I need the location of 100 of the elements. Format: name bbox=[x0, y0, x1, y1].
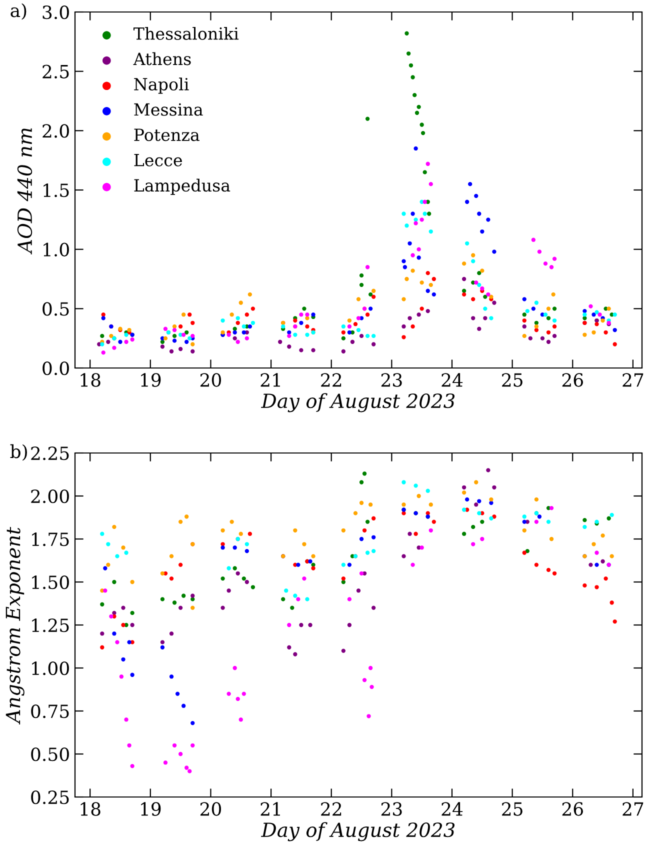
point bbox=[474, 280, 478, 285]
point bbox=[250, 320, 256, 325]
point bbox=[365, 265, 370, 270]
point bbox=[365, 116, 370, 121]
point bbox=[100, 334, 104, 338]
chart-title: a) bbox=[10, 3, 26, 20]
point bbox=[483, 294, 488, 299]
point bbox=[371, 294, 376, 299]
point bbox=[420, 306, 424, 311]
point bbox=[522, 550, 526, 555]
point bbox=[121, 622, 126, 628]
point bbox=[238, 300, 243, 305]
point bbox=[290, 606, 294, 610]
y-tick-label: 1.50 bbox=[32, 575, 69, 590]
y-tick-label: 0.5 bbox=[42, 302, 69, 316]
point bbox=[600, 533, 605, 538]
point bbox=[347, 622, 352, 628]
point bbox=[402, 265, 408, 270]
point bbox=[190, 720, 195, 726]
point bbox=[121, 657, 126, 662]
point bbox=[534, 562, 539, 567]
point bbox=[462, 261, 466, 266]
point bbox=[236, 316, 240, 320]
x-tick-label: 23 bbox=[381, 802, 402, 816]
point bbox=[287, 334, 292, 338]
point bbox=[220, 606, 225, 610]
point bbox=[244, 542, 249, 546]
point bbox=[220, 528, 225, 532]
point bbox=[428, 229, 433, 234]
point bbox=[121, 546, 126, 550]
point bbox=[172, 600, 177, 605]
point bbox=[522, 528, 526, 532]
point bbox=[368, 502, 373, 507]
point bbox=[612, 342, 617, 346]
point bbox=[287, 330, 292, 334]
point bbox=[347, 562, 352, 567]
point bbox=[582, 308, 587, 314]
point bbox=[410, 253, 415, 258]
point bbox=[426, 212, 432, 216]
point bbox=[408, 63, 414, 68]
x-tick-label: 18 bbox=[80, 373, 100, 387]
point bbox=[220, 576, 225, 581]
point bbox=[248, 292, 252, 297]
point bbox=[184, 514, 189, 519]
x-tick-label: 18 bbox=[80, 802, 100, 816]
point bbox=[163, 326, 168, 331]
point bbox=[604, 330, 608, 334]
point bbox=[362, 528, 367, 532]
point bbox=[365, 312, 370, 317]
point bbox=[226, 566, 231, 570]
point bbox=[130, 610, 134, 616]
point bbox=[190, 342, 195, 346]
y-tick-label: 2.25 bbox=[31, 446, 69, 460]
point bbox=[188, 336, 192, 340]
point bbox=[305, 597, 310, 602]
point bbox=[112, 346, 116, 350]
point bbox=[103, 588, 108, 593]
x-tick-label: 25 bbox=[502, 802, 522, 816]
point bbox=[236, 320, 240, 325]
point bbox=[489, 294, 494, 299]
point bbox=[492, 300, 496, 305]
x-tick-label: 19 bbox=[141, 373, 161, 387]
point bbox=[582, 583, 587, 588]
point bbox=[477, 326, 482, 331]
point bbox=[244, 336, 249, 340]
point bbox=[293, 318, 298, 323]
point bbox=[347, 324, 352, 329]
point bbox=[281, 597, 286, 602]
point bbox=[184, 766, 189, 770]
y-tick-label: 0.50 bbox=[31, 747, 69, 762]
point bbox=[534, 324, 539, 329]
point bbox=[169, 632, 174, 636]
x-tick-label: 20 bbox=[200, 373, 222, 387]
point bbox=[100, 645, 104, 650]
point bbox=[414, 110, 420, 115]
point bbox=[130, 622, 134, 628]
point bbox=[365, 550, 370, 555]
point bbox=[462, 490, 466, 495]
point bbox=[528, 336, 532, 340]
point bbox=[612, 619, 617, 624]
point bbox=[305, 312, 310, 317]
point bbox=[522, 312, 526, 317]
point bbox=[534, 320, 539, 325]
point bbox=[426, 288, 430, 293]
point bbox=[160, 645, 165, 650]
legend-label: Lecce bbox=[134, 154, 182, 166]
point bbox=[169, 576, 174, 581]
point bbox=[230, 520, 234, 524]
point bbox=[109, 614, 114, 618]
point bbox=[598, 312, 602, 317]
point bbox=[537, 250, 542, 254]
point bbox=[464, 497, 470, 502]
point bbox=[190, 594, 195, 598]
point bbox=[238, 718, 243, 722]
point bbox=[522, 514, 526, 519]
point bbox=[226, 332, 231, 337]
point bbox=[181, 332, 186, 337]
y-tick-label: 2.00 bbox=[31, 489, 69, 504]
point bbox=[525, 308, 530, 314]
point bbox=[236, 696, 240, 702]
